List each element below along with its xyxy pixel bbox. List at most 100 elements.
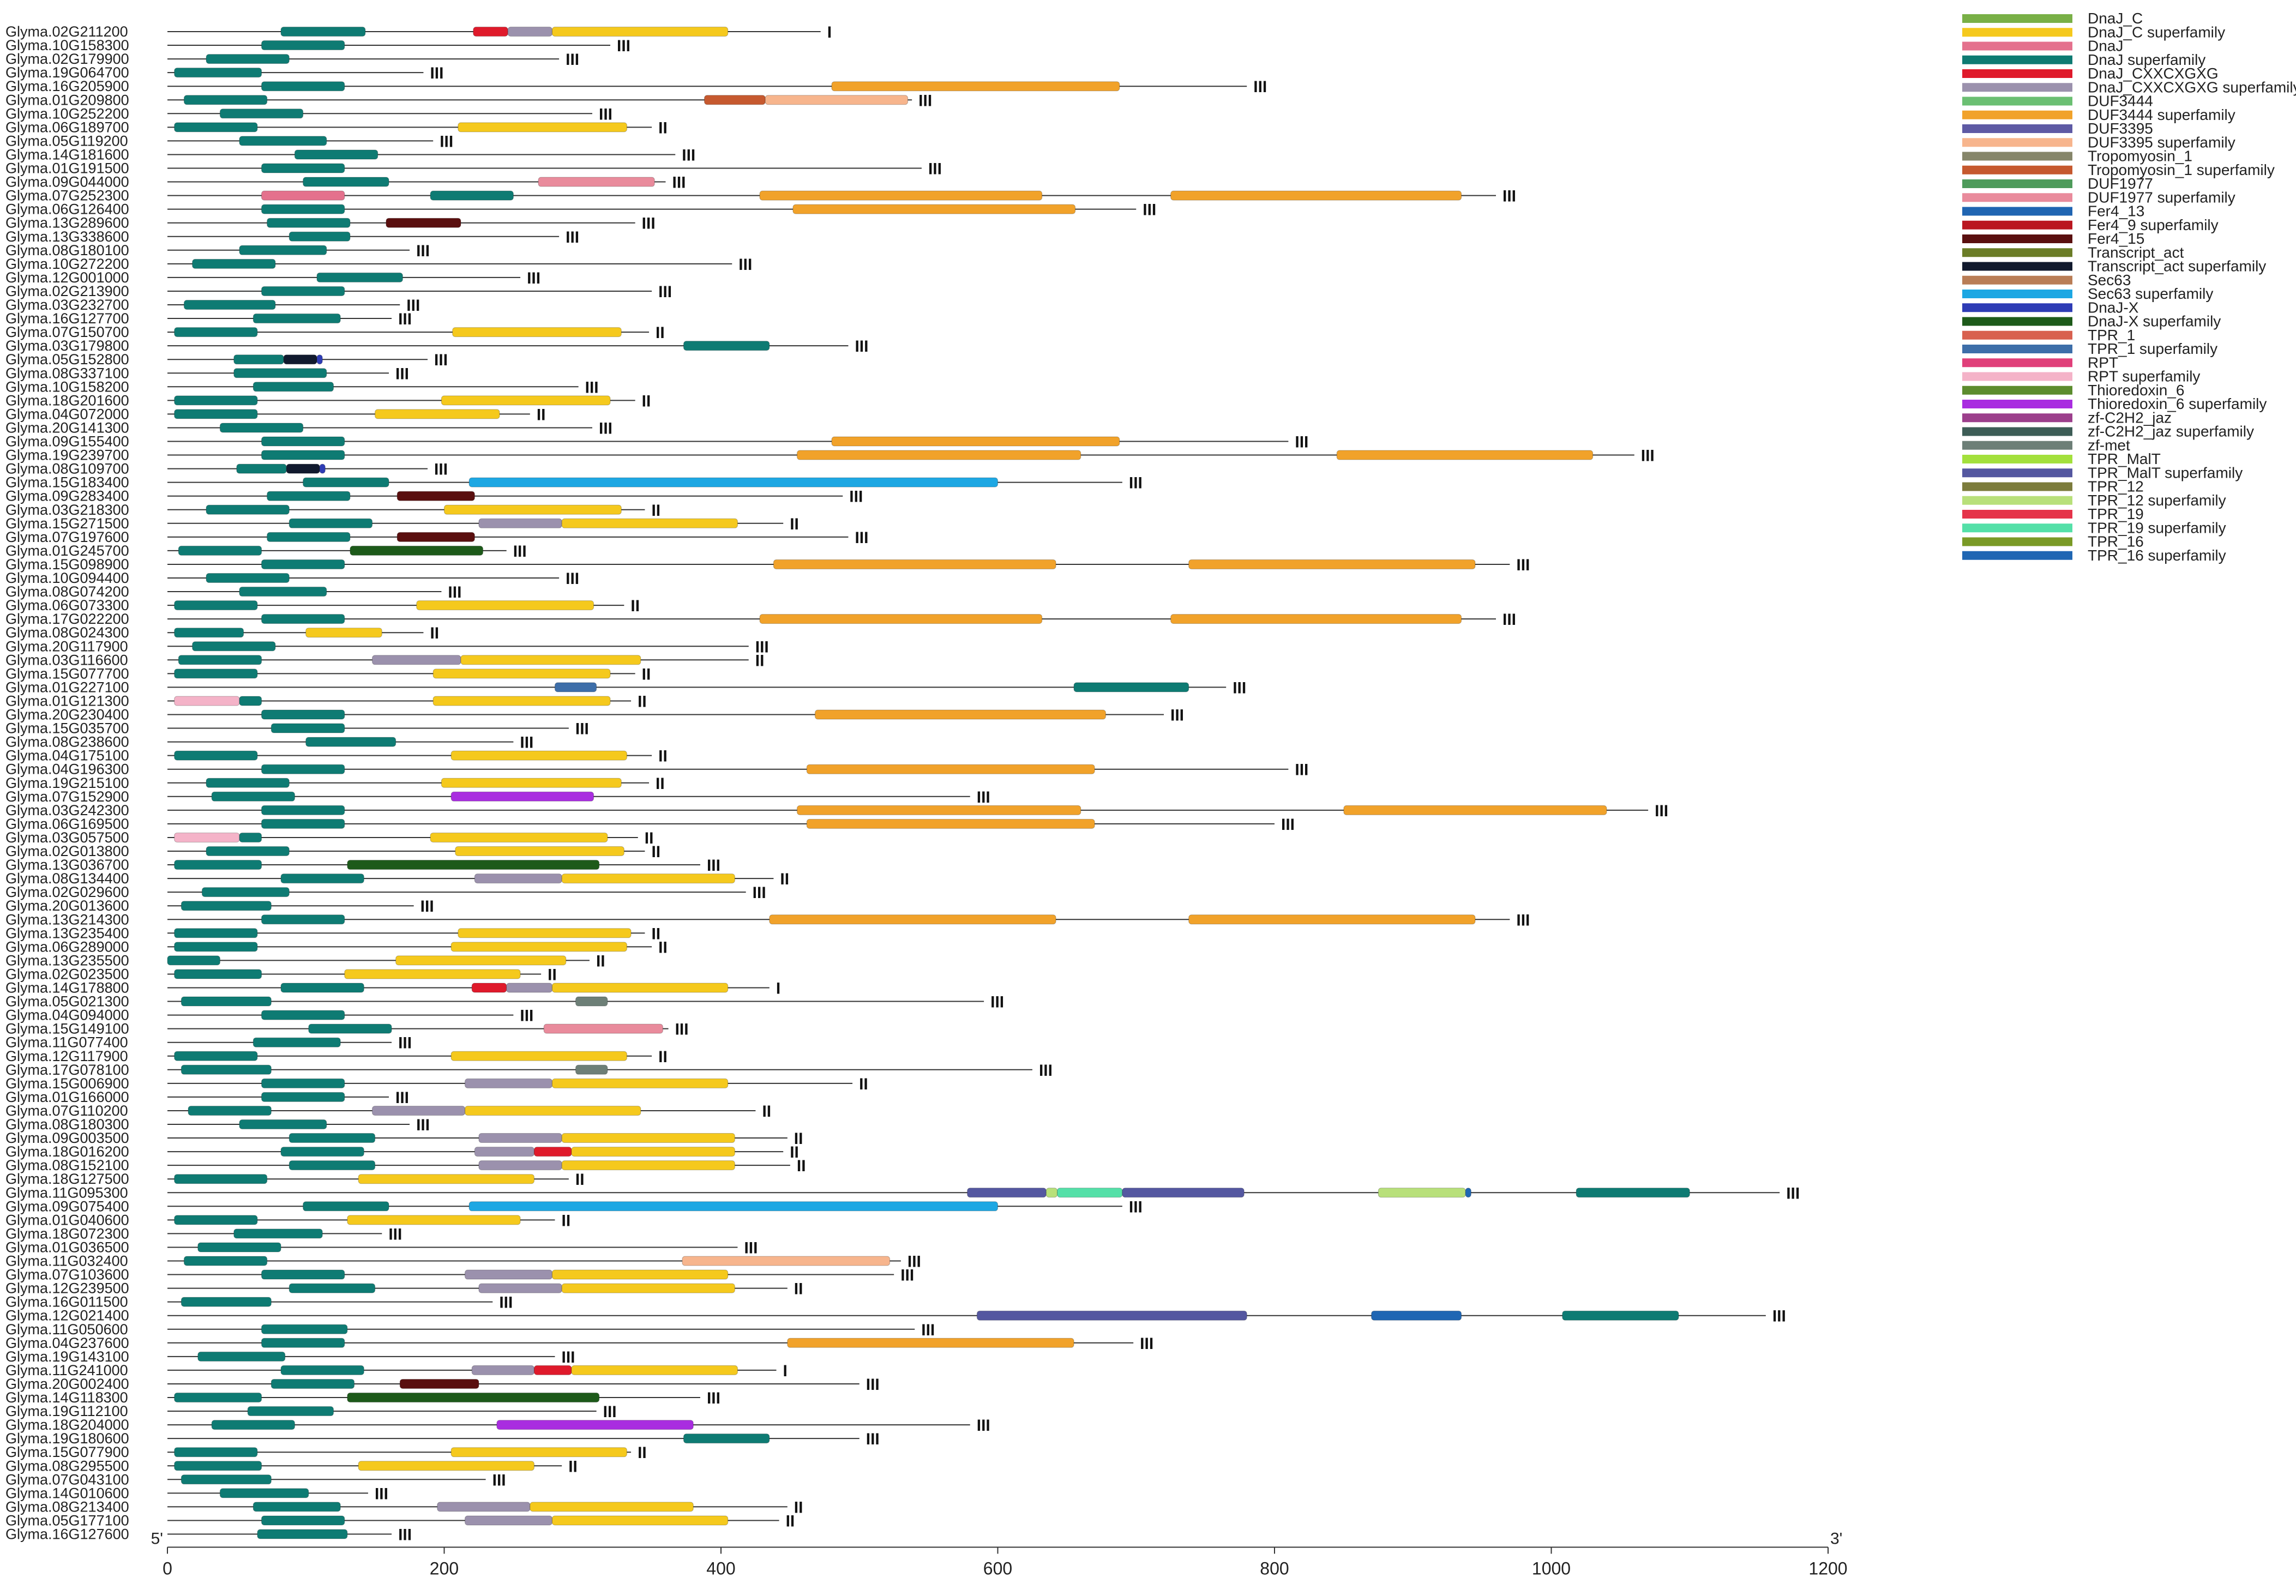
class-label: III <box>499 1294 513 1312</box>
gene-name: Glyma.11G241000 <box>5 1362 128 1378</box>
class-label: II <box>755 652 765 670</box>
legend-item: DUF3444 superfamily <box>1962 106 2235 123</box>
class-label: III <box>388 1225 402 1243</box>
legend-swatch <box>1962 510 2072 519</box>
class-label: III <box>398 310 412 328</box>
gene-name: Glyma.08G295500 <box>5 1458 129 1474</box>
gene-name: Glyma.08G134400 <box>5 870 129 887</box>
gene-name: Glyma.09G155400 <box>5 433 129 450</box>
domain-bar <box>1188 559 1476 569</box>
legend-label: RPT superfamily <box>2088 368 2200 385</box>
gene-row: Glyma.17G078100 III <box>5 1062 1053 1080</box>
domain-bar <box>561 518 738 528</box>
gene-name: Glyma.13G214300 <box>5 911 129 928</box>
legend-swatch <box>1962 220 2072 230</box>
domain-bar <box>174 1461 262 1471</box>
legend-swatch <box>1962 179 2072 188</box>
domain-bar <box>458 928 632 938</box>
gene-name: Glyma.18G127500 <box>5 1171 129 1187</box>
gene-row: Glyma.20G013600 III <box>5 898 434 916</box>
legend-label: DUF1977 superfamily <box>2088 189 2235 206</box>
gene-row: Glyma.12G001000 III <box>5 269 540 287</box>
legend-label: TPR_12 superfamily <box>2088 492 2226 509</box>
domain-bar <box>344 969 521 979</box>
gene-name: Glyma.01G036500 <box>5 1239 129 1255</box>
legend-swatch <box>1962 138 2072 147</box>
gene-row: Glyma.03G218300 II <box>5 502 660 520</box>
class-label: II <box>658 748 668 766</box>
domain-bar <box>267 532 351 542</box>
gene-row: Glyma.04G175100 II <box>5 748 668 766</box>
gene-name: Glyma.04G196300 <box>5 761 129 778</box>
domain-bar <box>496 1420 694 1430</box>
gene-name: Glyma.09G075400 <box>5 1198 129 1214</box>
legend-item: TPR_16 superfamily <box>1962 547 2226 564</box>
legend-label: TPR_MalT superfamily <box>2088 464 2243 481</box>
domain-bar <box>303 177 389 187</box>
gene-name: Glyma.05G021300 <box>5 993 129 1010</box>
legend-label: zf-C2H2_jaz superfamily <box>2088 423 2254 440</box>
legend-swatch <box>1962 110 2072 119</box>
domain-bar <box>432 668 611 679</box>
class-label: III <box>1170 707 1184 725</box>
domain-bar <box>551 1515 729 1526</box>
legend-label: DnaJ_CXXCXGXG <box>2088 65 2219 82</box>
gene-name: Glyma.14G178800 <box>5 980 129 996</box>
domain-bar <box>1378 1188 1466 1198</box>
domain-bar <box>288 1160 376 1171</box>
gene-row: Glyma.02G213900 III <box>5 283 672 301</box>
legend-item: Tropomyosin_1 superfamily <box>1962 161 2275 178</box>
domain-bar <box>261 1338 345 1348</box>
class-label: III <box>682 146 695 164</box>
legend-item: TPR_MalT superfamily <box>1962 464 2243 481</box>
gene-row: Glyma.09G155400 III <box>5 433 1308 451</box>
tick-label: 1200 <box>1808 1559 1847 1579</box>
domain-bar <box>432 696 611 706</box>
gene-name: Glyma.02G213900 <box>5 283 129 299</box>
domain-bar <box>261 709 345 720</box>
class-label: III <box>520 1007 533 1025</box>
class-label: II <box>651 843 660 861</box>
domain-bar <box>1576 1188 1690 1198</box>
gene-row: Glyma.18G201600 II <box>5 392 651 410</box>
gene-row: Glyma.13G338600 III <box>5 228 579 246</box>
domain-bar <box>167 955 220 966</box>
domain-bar <box>261 1010 345 1020</box>
domain-bar <box>174 1215 258 1225</box>
gene-row: Glyma.08G109700 III <box>5 461 448 479</box>
gene-row: Glyma.02G179900 III <box>5 51 579 69</box>
class-label: III <box>1295 433 1308 451</box>
domain-bar <box>533 1147 572 1157</box>
legend-label: DnaJ_C <box>2088 10 2143 27</box>
class-label: II <box>780 870 789 888</box>
domain-bar <box>1170 614 1462 624</box>
legend-swatch <box>1962 152 2072 161</box>
domain-bar <box>305 737 396 747</box>
gene-name: Glyma.08G238600 <box>5 734 129 750</box>
gene-row: Glyma.04G094000 III <box>5 1007 533 1025</box>
gene-name: Glyma.04G072000 <box>5 406 129 422</box>
domain-bar <box>271 723 345 733</box>
gene-row: Glyma.08G074200 III <box>5 583 461 601</box>
gene-name: Glyma.12G239500 <box>5 1280 129 1297</box>
gene-name: Glyma.13G338600 <box>5 228 129 245</box>
gene-name: Glyma.11G095300 <box>5 1184 128 1201</box>
gene-row: Glyma.05G177100 II <box>5 1512 795 1530</box>
legend-swatch <box>1962 413 2072 423</box>
class-label: III <box>1786 1184 1800 1202</box>
gene-row: Glyma.10G158300 III <box>5 37 630 55</box>
domain-bar <box>261 914 345 925</box>
gene-name: Glyma.09G044000 <box>5 174 129 190</box>
gene-row: Glyma.14G118300 III <box>5 1389 720 1407</box>
domain-bar <box>174 395 258 406</box>
class-label: III <box>1140 1335 1153 1353</box>
class-label: II <box>638 1444 647 1462</box>
gene-row: Glyma.12G021400 III <box>5 1308 1786 1326</box>
gene-name: Glyma.01G227100 <box>5 679 129 695</box>
legend-item: RPT <box>1962 354 2118 371</box>
legend-item: Thioredoxin_6 <box>1962 382 2184 399</box>
gene-row: Glyma.05G119200 III <box>5 133 453 150</box>
legend-item: Transcript_act <box>1962 244 2184 261</box>
class-label: III <box>1143 201 1156 219</box>
